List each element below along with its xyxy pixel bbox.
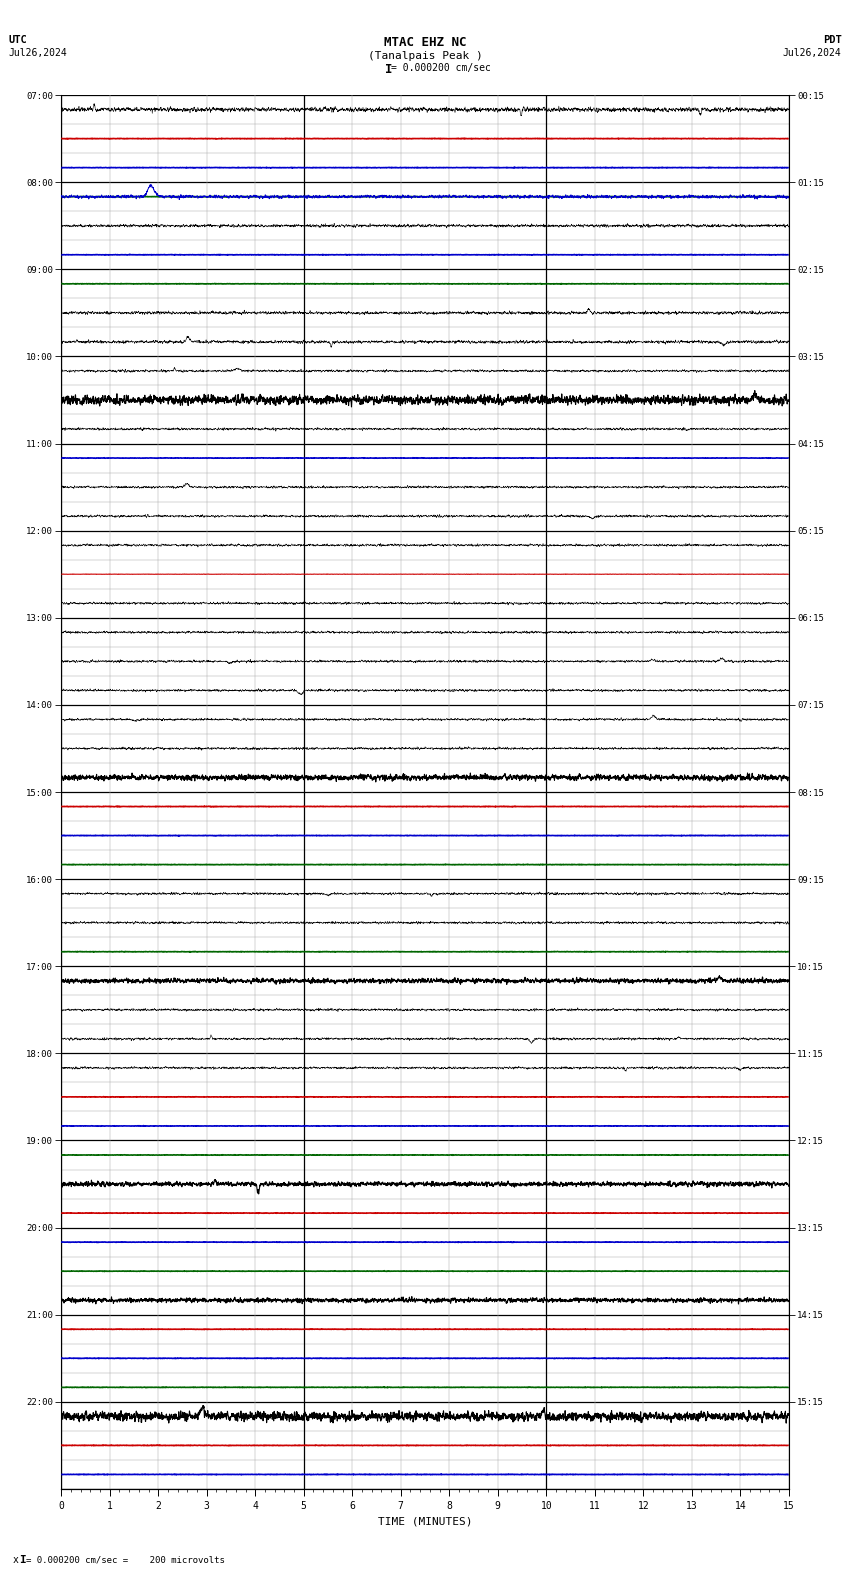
Text: UTC: UTC [8, 35, 27, 44]
Text: PDT: PDT [823, 35, 842, 44]
Text: I: I [385, 63, 393, 76]
Text: Jul26,2024: Jul26,2024 [783, 48, 842, 57]
X-axis label: TIME (MINUTES): TIME (MINUTES) [377, 1516, 473, 1527]
Text: x: x [13, 1555, 19, 1565]
Text: Jul26,2024: Jul26,2024 [8, 48, 67, 57]
Text: MTAC EHZ NC: MTAC EHZ NC [383, 35, 467, 49]
Text: = 0.000200 cm/sec =    200 microvolts: = 0.000200 cm/sec = 200 microvolts [26, 1555, 224, 1565]
Text: (Tanalpais Peak ): (Tanalpais Peak ) [367, 51, 483, 60]
Text: I: I [19, 1555, 26, 1565]
Text: = 0.000200 cm/sec: = 0.000200 cm/sec [391, 62, 490, 73]
